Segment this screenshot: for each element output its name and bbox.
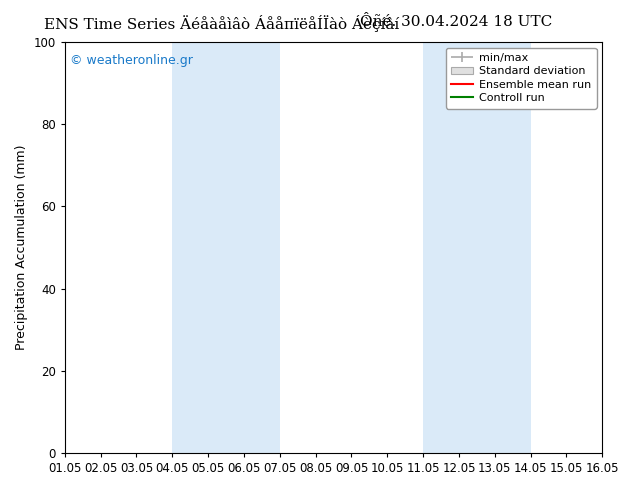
Text: © weatheronline.gr: © weatheronline.gr — [70, 54, 193, 68]
Legend: min/max, Standard deviation, Ensemble mean run, Controll run: min/max, Standard deviation, Ensemble me… — [446, 48, 597, 109]
Text: Ôñé. 30.04.2024 18 UTC: Ôñé. 30.04.2024 18 UTC — [360, 15, 553, 29]
Y-axis label: Precipitation Accumulation (mm): Precipitation Accumulation (mm) — [15, 145, 28, 350]
Text: ENS Time Series Äéåàåìâò ÁååπïëåÍÏàò Áèçíâí: ENS Time Series Äéåàåìâò ÁååπïëåÍÏàò Áèç… — [44, 15, 399, 32]
Bar — [172, 42, 280, 453]
Bar — [423, 42, 531, 453]
